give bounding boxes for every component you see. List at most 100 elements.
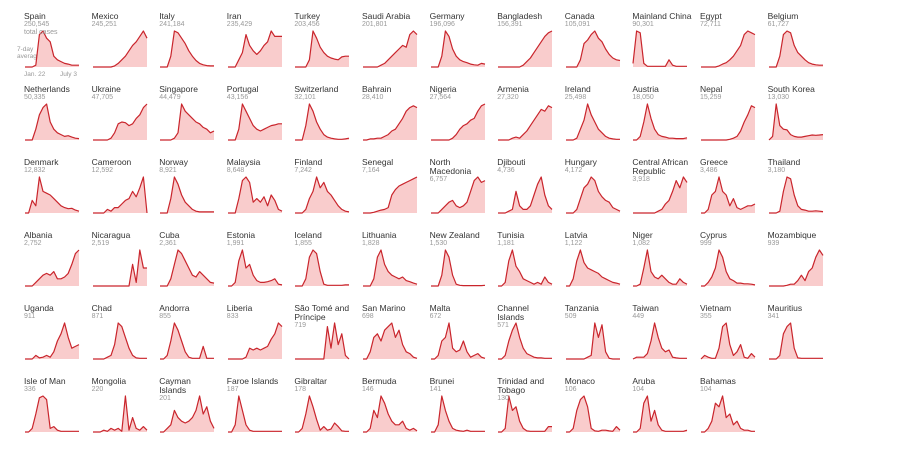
country-total: 15,259 bbox=[700, 94, 722, 101]
trend-line bbox=[363, 30, 418, 68]
trend-line bbox=[701, 105, 756, 141]
country-chart: Channel Islands 571 bbox=[497, 304, 557, 374]
trend-chart bbox=[565, 103, 620, 141]
country-name: Iceland bbox=[294, 230, 322, 240]
trend-chart bbox=[633, 395, 688, 433]
country-chart: South Korea 13,030 bbox=[768, 85, 828, 155]
country-chart: Italy 241,184 bbox=[159, 12, 219, 82]
trend-area bbox=[92, 31, 147, 67]
trend-chart bbox=[430, 176, 485, 214]
trend-area bbox=[633, 396, 688, 432]
country-total: 245,251 bbox=[91, 21, 117, 28]
country-total: 13,030 bbox=[767, 94, 790, 101]
country-chart: Trinidad and Tobago 130 bbox=[497, 377, 557, 447]
country-total: 939 bbox=[767, 240, 780, 247]
trend-chart bbox=[160, 322, 215, 360]
country-total: 1,122 bbox=[564, 240, 583, 247]
trend-line bbox=[701, 395, 755, 433]
country-name: Nicaragua bbox=[91, 230, 131, 240]
trend-line bbox=[160, 395, 215, 433]
country-chart: Ireland 25,498 bbox=[565, 85, 625, 155]
country-chart: Lithuania 1,828 bbox=[362, 231, 422, 301]
country-total: 7,164 bbox=[362, 167, 380, 174]
country-chart: Iran 235,429 bbox=[227, 12, 287, 82]
country-name: Brunei bbox=[429, 376, 455, 386]
country-total: 43,156 bbox=[226, 94, 249, 101]
country-total: 999 bbox=[700, 240, 712, 247]
country-chart: Bahamas 104 bbox=[700, 377, 760, 447]
country-total: 18,050 bbox=[632, 94, 654, 101]
country-chart: Singapore 44,479 bbox=[159, 85, 219, 155]
country-chart: Niger 1,082 bbox=[632, 231, 692, 301]
trend-line bbox=[295, 249, 350, 287]
trend-line bbox=[227, 395, 282, 433]
trend-chart bbox=[227, 322, 283, 360]
trend-chart bbox=[430, 395, 485, 433]
country-chart: Tanzania 509 bbox=[565, 304, 625, 374]
trend-line bbox=[430, 395, 485, 433]
country-name: Monaco bbox=[564, 376, 596, 386]
country-name: Estonia bbox=[226, 230, 256, 240]
trend-area bbox=[430, 177, 485, 213]
trend-area bbox=[363, 250, 417, 286]
country-chart: Liberia 833 bbox=[227, 304, 287, 374]
trend-chart bbox=[498, 395, 553, 433]
country-total: 90,301 bbox=[632, 21, 654, 28]
country-name: Finland bbox=[294, 157, 323, 167]
trend-area bbox=[92, 177, 147, 213]
country-total: 2,519 bbox=[91, 240, 110, 247]
trend-chart bbox=[227, 395, 282, 433]
trend-line bbox=[227, 30, 282, 68]
country-total: 235,429 bbox=[226, 21, 253, 28]
trend-chart bbox=[430, 103, 485, 141]
trend-line bbox=[768, 103, 823, 141]
trend-line bbox=[92, 30, 148, 68]
country-name: Germany bbox=[429, 11, 465, 21]
trend-area bbox=[25, 396, 79, 432]
country-total: 7,242 bbox=[294, 167, 312, 174]
trend-area bbox=[160, 250, 215, 286]
trend-chart bbox=[768, 30, 823, 68]
country-chart: Thailand 3,180 bbox=[768, 158, 828, 228]
country-name: Turkey bbox=[294, 11, 321, 21]
country-name: Latvia bbox=[564, 230, 588, 240]
trend-area bbox=[25, 104, 79, 140]
trend-line bbox=[700, 322, 756, 360]
country-name: Malta bbox=[429, 303, 451, 313]
trend-line bbox=[160, 176, 215, 214]
country-total: 6,757 bbox=[429, 176, 448, 183]
country-name: Ireland bbox=[564, 84, 591, 94]
trend-chart bbox=[160, 176, 215, 214]
trend-area bbox=[295, 250, 350, 286]
trend-chart bbox=[227, 103, 282, 141]
trend-area bbox=[25, 31, 79, 67]
country-chart: Nepal 15,259 bbox=[700, 85, 760, 155]
trend-chart bbox=[92, 103, 148, 141]
country-total: 61,727 bbox=[767, 21, 790, 28]
trend-area bbox=[768, 104, 823, 140]
country-name: Cameroon bbox=[91, 157, 132, 167]
country-total: 12,592 bbox=[91, 167, 114, 174]
country-total: 32,101 bbox=[294, 94, 316, 101]
country-total: 3,486 bbox=[700, 167, 718, 174]
country-total: 719 bbox=[294, 322, 307, 329]
country-chart: Bangladesh 156,391 bbox=[497, 12, 557, 82]
country-chart: Bahrain 28,410 bbox=[362, 85, 422, 155]
country-chart: Cuba 2,361 bbox=[159, 231, 219, 301]
country-name: Faroe Islands bbox=[226, 376, 279, 386]
country-name: Belgium bbox=[767, 11, 799, 21]
country-name: Cyprus bbox=[700, 230, 727, 240]
country-total: 1,991 bbox=[226, 240, 245, 247]
country-name: Denmark bbox=[24, 157, 59, 167]
trend-line bbox=[565, 103, 620, 141]
trend-chart bbox=[160, 249, 215, 287]
trend-chart bbox=[363, 176, 418, 214]
country-name: Austria bbox=[632, 84, 659, 94]
trend-area bbox=[295, 177, 350, 213]
trend-line bbox=[633, 249, 688, 287]
trend-area bbox=[701, 323, 755, 359]
country-chart: Cameroon 12,592 bbox=[92, 158, 152, 228]
country-chart: New Zealand 1,530 bbox=[430, 231, 490, 301]
country-chart: Portugal 43,156 bbox=[227, 85, 287, 155]
trend-area bbox=[227, 250, 282, 286]
